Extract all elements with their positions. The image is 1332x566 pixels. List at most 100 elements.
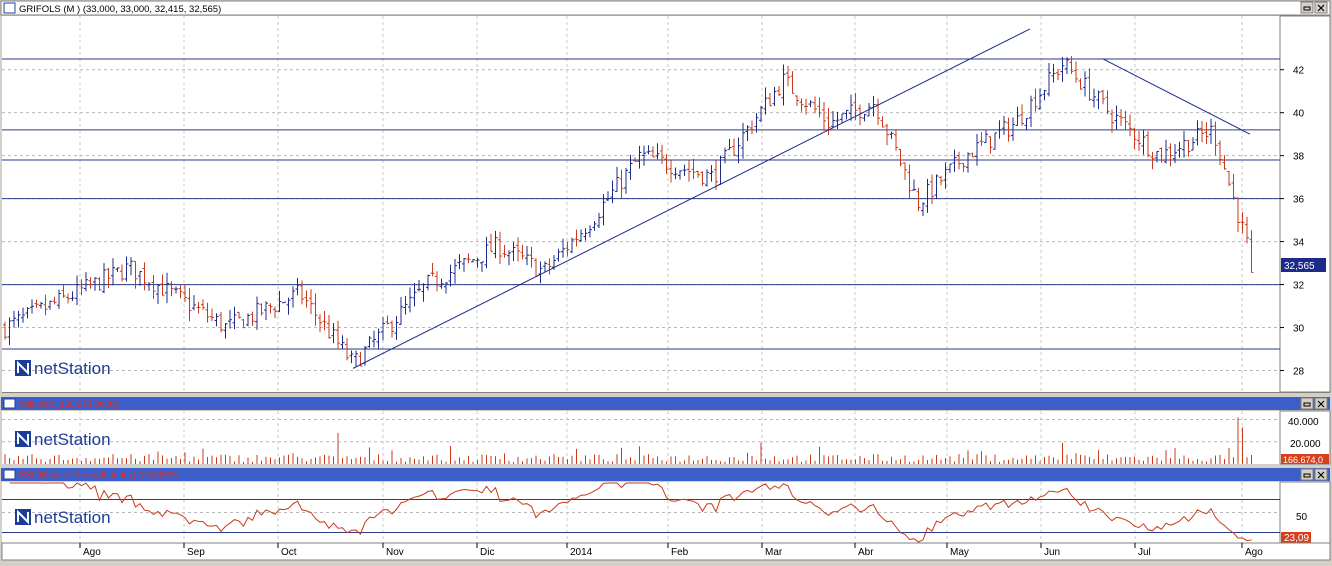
price-bar bbox=[862, 113, 867, 122]
price-bar bbox=[1155, 150, 1159, 163]
price-bar bbox=[745, 125, 750, 142]
price-bar bbox=[97, 277, 102, 291]
price-bar bbox=[1083, 71, 1087, 97]
price-bar bbox=[246, 313, 250, 327]
volume-panel-titlebar bbox=[1, 397, 1330, 410]
price-bar bbox=[673, 167, 678, 180]
price-bar bbox=[975, 134, 979, 166]
price-bar bbox=[367, 336, 372, 348]
price-bar bbox=[844, 109, 849, 120]
price-bar bbox=[754, 112, 759, 133]
rsi-line bbox=[9, 482, 1252, 543]
price-bar bbox=[268, 303, 273, 314]
price-bar bbox=[795, 95, 799, 107]
price-bar bbox=[1047, 63, 1051, 97]
price-bar bbox=[174, 286, 178, 294]
price-bar bbox=[1137, 131, 1141, 151]
price-bar bbox=[1128, 114, 1132, 137]
price-bar bbox=[1087, 68, 1092, 101]
price-bar bbox=[241, 318, 246, 329]
price-bar bbox=[250, 311, 255, 327]
price-bar bbox=[984, 130, 988, 144]
price-bar bbox=[822, 101, 826, 131]
price-bar bbox=[556, 248, 561, 262]
rsi-panel-close-button[interactable] bbox=[1314, 468, 1328, 481]
price-bar bbox=[142, 262, 147, 291]
price-bar bbox=[642, 145, 646, 166]
price-bar bbox=[30, 299, 34, 314]
price-bar bbox=[336, 320, 340, 350]
time-axis-labels: Ago Sep Oct Nov Dic 2014 Feb Mar Abr May Jun Jul Ago bbox=[79, 543, 1263, 558]
price-bar bbox=[583, 228, 588, 241]
price-bar bbox=[1092, 88, 1096, 108]
price-bar bbox=[277, 290, 282, 313]
price-bar bbox=[511, 242, 516, 262]
price-bar bbox=[444, 282, 448, 294]
price-bar bbox=[1141, 129, 1146, 155]
price-bar bbox=[1011, 117, 1015, 141]
price-bar bbox=[322, 310, 327, 331]
price-bar bbox=[934, 174, 939, 200]
price-bar bbox=[727, 138, 732, 150]
price-bar bbox=[498, 231, 502, 265]
time-tick-label: Abr bbox=[858, 547, 874, 558]
price-bar bbox=[354, 350, 358, 367]
price-tick-label: 42 bbox=[1293, 66, 1305, 77]
price-bar bbox=[565, 242, 570, 257]
price-bar bbox=[759, 105, 763, 123]
netstation-logo: netStation bbox=[15, 359, 111, 378]
price-bar bbox=[912, 179, 916, 191]
price-bar bbox=[138, 271, 142, 286]
price-bar bbox=[1168, 143, 1173, 167]
price-bar bbox=[273, 306, 277, 319]
price-bar bbox=[1002, 115, 1006, 135]
price-bar bbox=[952, 149, 957, 172]
price-bar bbox=[43, 294, 48, 316]
volume-last-tag bbox=[1281, 454, 1329, 464]
time-tick-label: Dic bbox=[480, 547, 494, 558]
price-panel-restore-button[interactable] bbox=[1300, 1, 1314, 14]
price-bar bbox=[813, 96, 817, 114]
price-bar bbox=[903, 162, 907, 180]
price-bar bbox=[1200, 120, 1204, 143]
price-bar bbox=[561, 238, 565, 258]
price-bar bbox=[165, 272, 169, 304]
volume-panel-restore-button[interactable] bbox=[1300, 397, 1314, 410]
price-bar bbox=[808, 100, 813, 108]
price-bar bbox=[426, 274, 430, 291]
price-bar bbox=[79, 279, 84, 296]
price-bar bbox=[709, 165, 714, 182]
volume-panel-icon bbox=[3, 398, 16, 409]
price-bar bbox=[916, 187, 921, 212]
price-bar bbox=[70, 291, 75, 302]
price-bar bbox=[129, 257, 133, 276]
price-bar bbox=[466, 253, 471, 264]
volume-panel-close-button[interactable] bbox=[1314, 397, 1328, 410]
price-plot-area bbox=[2, 16, 1280, 392]
price-bar bbox=[525, 246, 529, 266]
price-bar bbox=[777, 86, 781, 97]
price-bar bbox=[259, 303, 264, 316]
price-bar bbox=[939, 175, 943, 186]
price-bar bbox=[930, 174, 934, 204]
price-bar bbox=[160, 274, 165, 296]
price-bar bbox=[21, 307, 25, 323]
price-panel-close-button[interactable] bbox=[1314, 1, 1328, 14]
price-bar bbox=[804, 98, 808, 115]
netstation-logo-text: netStation bbox=[34, 359, 111, 378]
price-bar bbox=[1114, 105, 1119, 130]
price-bar bbox=[597, 212, 601, 228]
time-tick-label: May bbox=[950, 547, 969, 558]
volume-tick-40000: 40.000 bbox=[1288, 417, 1319, 428]
price-bar bbox=[682, 164, 687, 176]
price-bar bbox=[1119, 109, 1123, 126]
time-tick-label: Oct bbox=[281, 547, 297, 558]
price-bar bbox=[327, 315, 331, 339]
price-bar bbox=[111, 258, 115, 286]
price-bar bbox=[507, 250, 511, 266]
price-bar bbox=[214, 313, 219, 327]
price-bar bbox=[907, 164, 912, 198]
time-tick-label: Sep bbox=[187, 547, 205, 558]
price-bar bbox=[439, 278, 444, 289]
rsi-panel-restore-button[interactable] bbox=[1300, 468, 1314, 481]
